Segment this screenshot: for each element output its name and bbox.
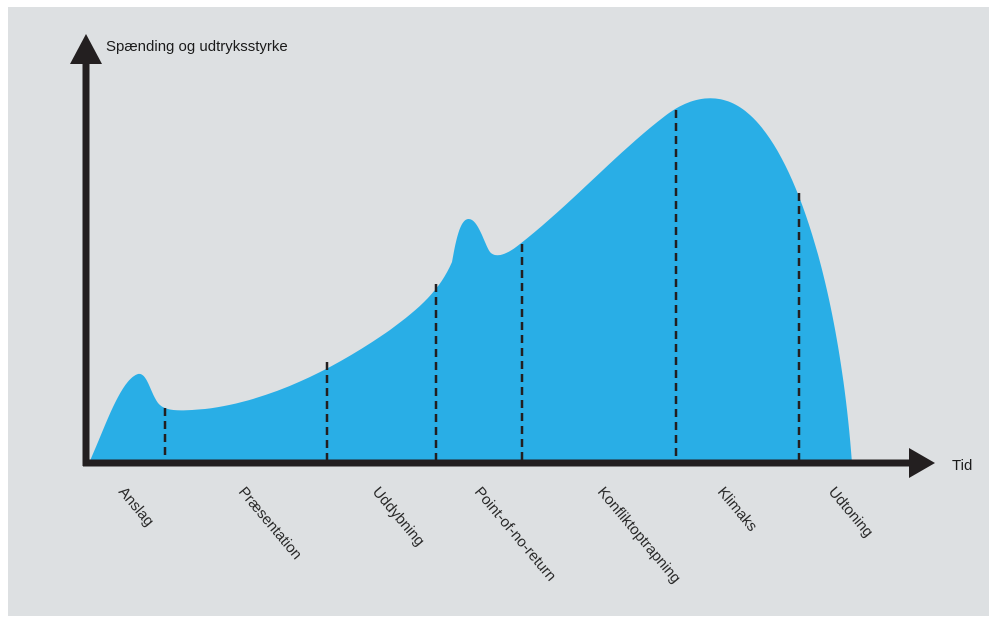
x-axis-label: Tid [952,457,972,474]
y-axis-label: Spænding og udtryksstyrke [106,38,288,55]
tension-curve-area [89,98,852,463]
x-axis-arrow-icon [909,448,935,478]
y-axis-arrow-icon [70,34,102,64]
